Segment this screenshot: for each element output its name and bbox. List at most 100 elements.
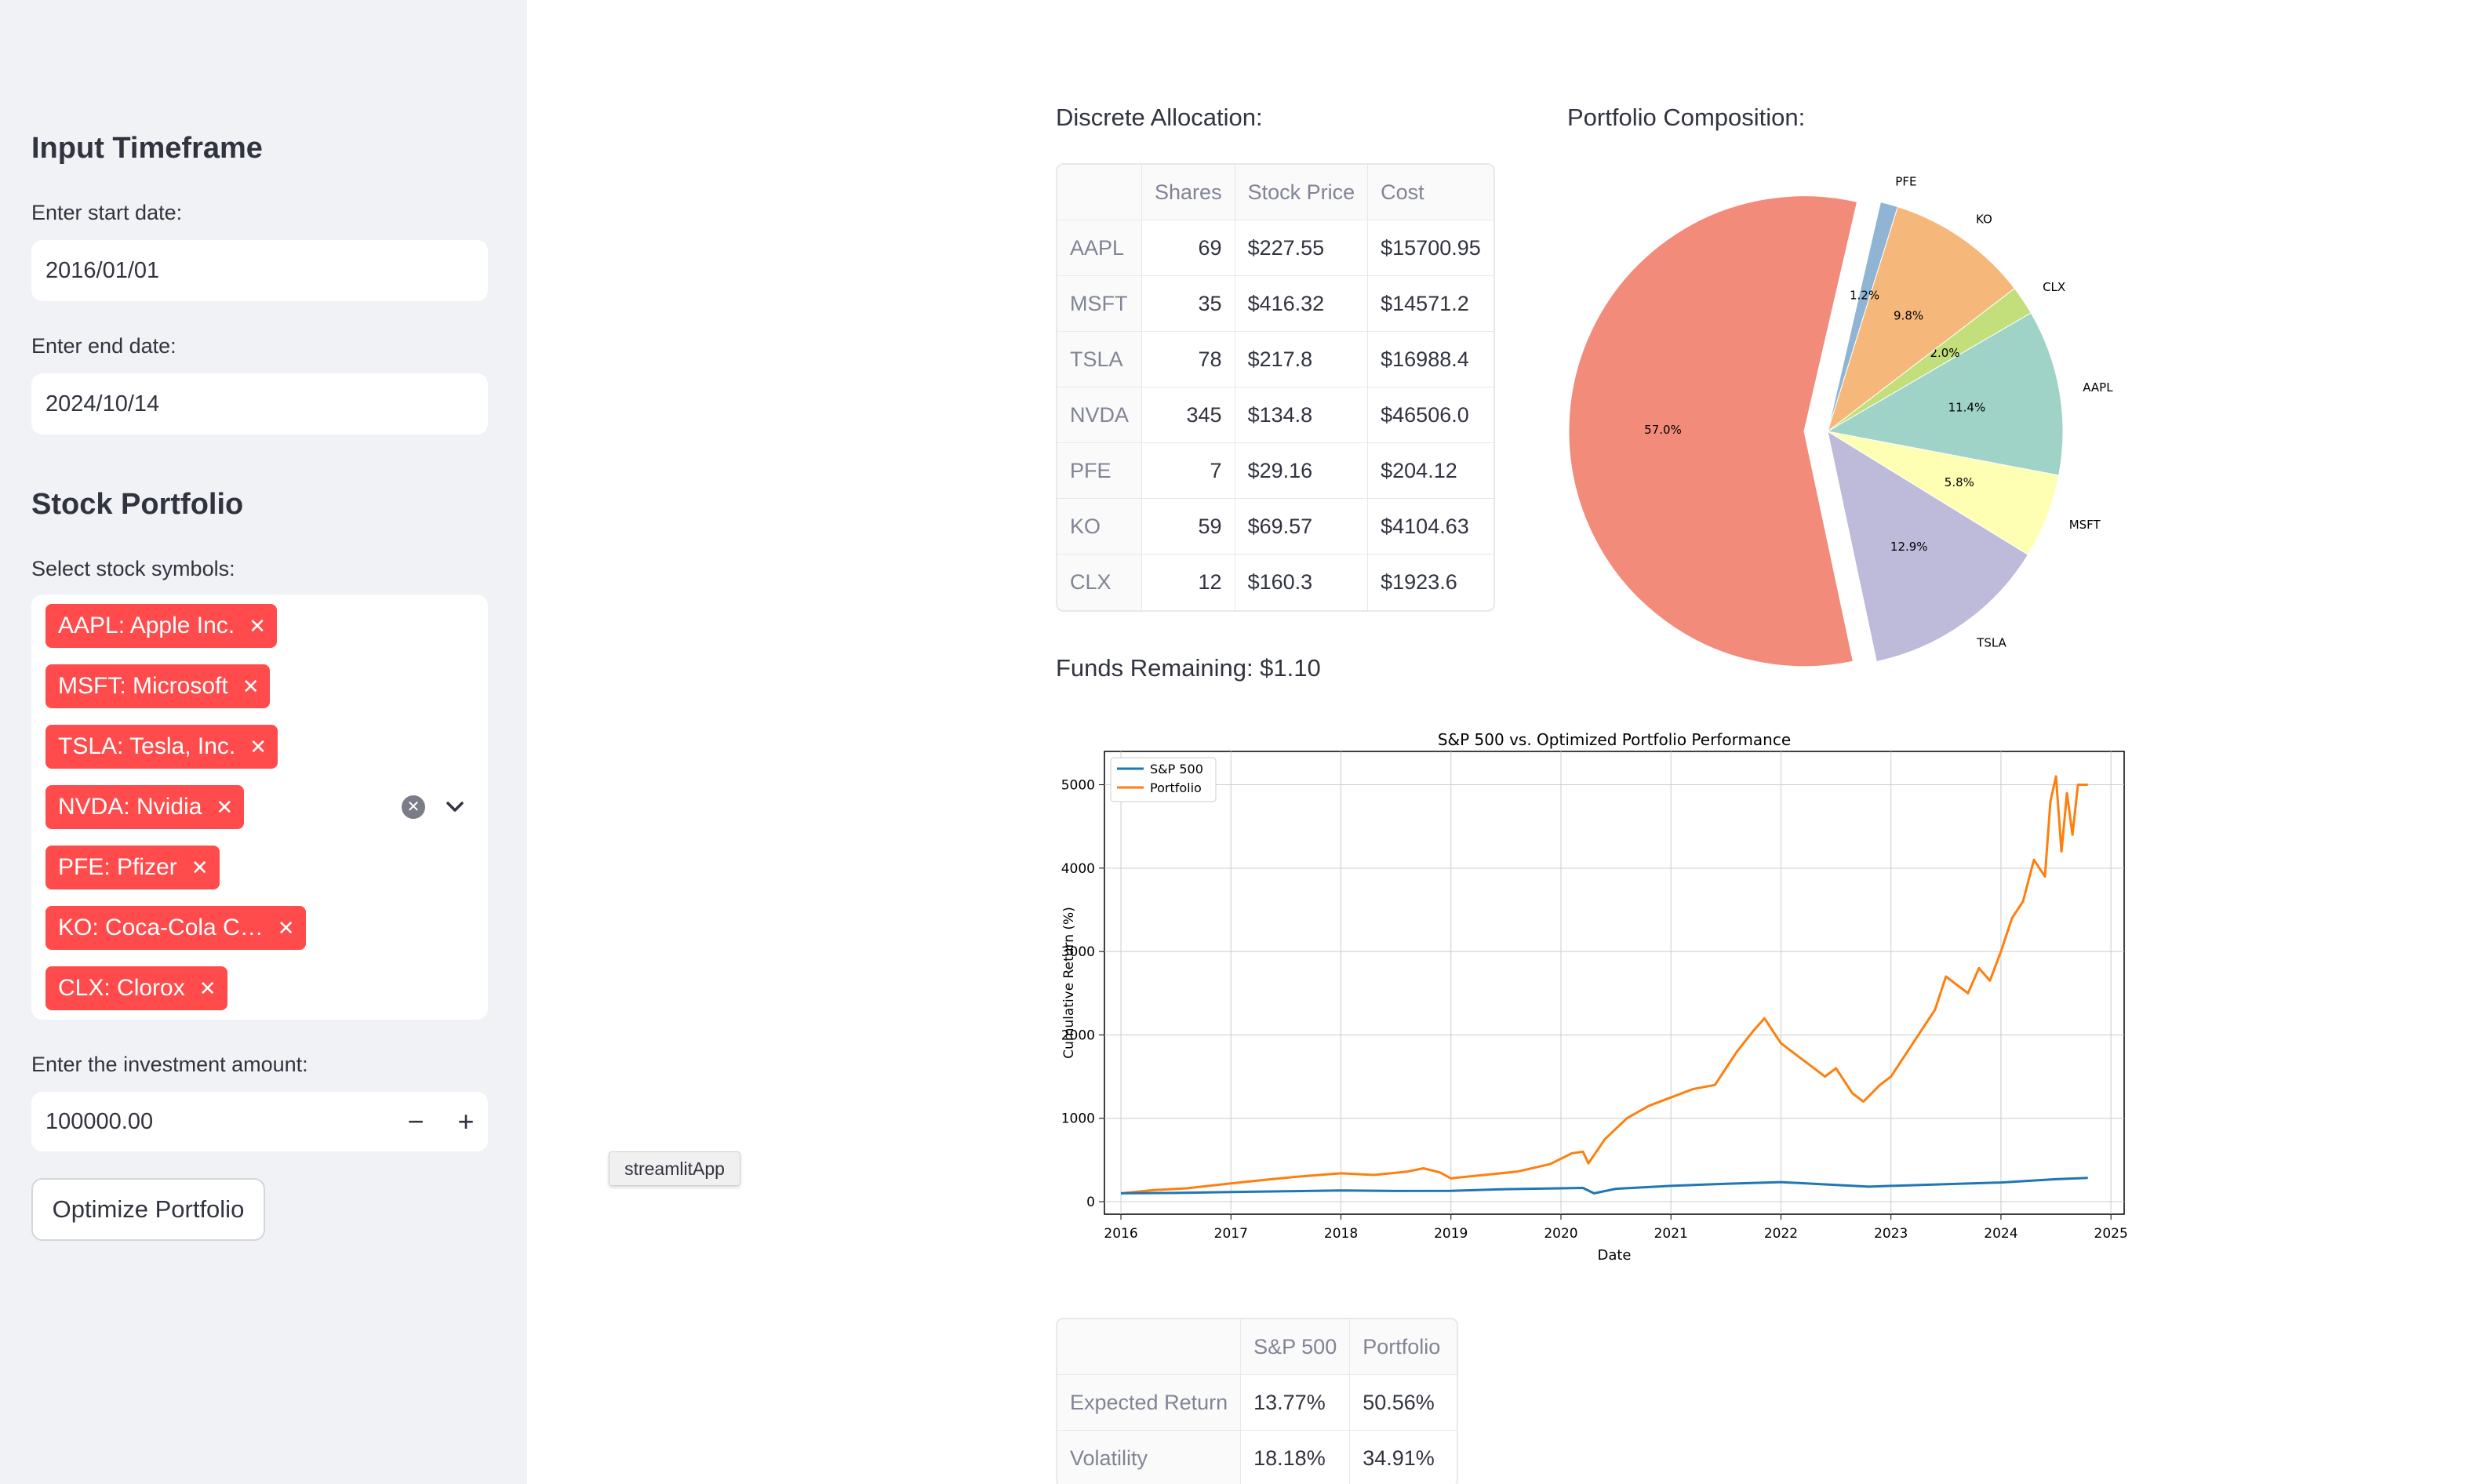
remove-tag-icon[interactable]: ✕	[249, 614, 266, 638]
chart-legend: S&P 500 Portfolio	[1110, 757, 1217, 802]
chevron-down-icon[interactable]	[442, 794, 468, 819]
table-row: TSLA 78 $217.8 $16988.4	[1057, 332, 1493, 387]
legend-label-s-p-500: S&P 500	[1150, 762, 1203, 777]
remove-tag-icon[interactable]: ✕	[191, 856, 209, 879]
tag-ko: KO: Coca-Cola C… ✕	[45, 906, 306, 950]
table-row: MSFT 35 $416.32 $14571.2	[1057, 276, 1493, 332]
end-date-label: Enter end date:	[31, 334, 176, 358]
tag-aapl: AAPL: Apple Inc. ✕	[45, 604, 277, 648]
x-tick-label: 2020	[1544, 1226, 1577, 1242]
x-tick-label: 2019	[1434, 1226, 1468, 1242]
pie-label-pfe: PFE	[1895, 174, 1916, 188]
increment-button[interactable]: +	[457, 1105, 475, 1137]
table-row: PFE 7 $29.16 $204.12	[1057, 443, 1493, 499]
tag-pfe: PFE: Pfizer ✕	[45, 846, 220, 889]
table-row: Volatility 18.18% 34.91%	[1057, 1431, 1457, 1484]
x-tick-label: 2022	[1764, 1226, 1798, 1242]
timeframe-heading: Input Timeframe	[31, 132, 263, 165]
table-row: Expected Return 13.77% 50.56%	[1057, 1375, 1457, 1431]
start-date-input[interactable]: 2016/01/01	[31, 240, 488, 301]
pie-pct-label-msft: 5.8%	[1945, 475, 1974, 489]
table-header-cell: Shares	[1142, 165, 1235, 220]
pie-pct-label-ko: 9.8%	[1894, 308, 1923, 322]
table-header-cell: Portfolio	[1350, 1319, 1457, 1375]
portfolio-heading: Stock Portfolio	[31, 488, 244, 521]
remove-tag-icon[interactable]: ✕	[216, 795, 234, 819]
chart-title: S&P 500 vs. Optimized Portfolio Performa…	[1438, 730, 1791, 749]
legend-label-portfolio: Portfolio	[1150, 780, 1202, 795]
pie-slice-nvda	[1568, 195, 1858, 667]
y-tick-label: 2000	[1061, 1028, 1095, 1043]
table-row: KO 59 $69.57 $4104.63	[1057, 499, 1493, 555]
allocation-table: Shares Stock Price Cost AAPL 69 $227.55 $15…	[1056, 163, 1495, 612]
tag-msft: MSFT: Microsoft ✕	[45, 664, 271, 708]
clear-all-icon[interactable]: ✕	[402, 795, 425, 819]
x-tick-label: 2024	[1984, 1226, 2017, 1242]
sidebar: Input Timeframe Enter start date: 2016/0…	[0, 0, 527, 1484]
pie-pct-label-aapl: 11.4%	[1948, 401, 1986, 415]
table-header-cell: Cost	[1368, 165, 1493, 220]
table-row: AAPL 69 $227.55 $15700.95	[1057, 220, 1493, 276]
table-row: CLX 12 $160.3 $1923.6	[1057, 555, 1493, 610]
pie-label-tsla: TSLA	[1976, 636, 2006, 650]
y-tick-label: 0	[1086, 1195, 1095, 1210]
y-axis-label: Cumulative Return (%)	[1061, 907, 1077, 1059]
amount-label: Enter the investment amount:	[31, 1053, 308, 1076]
table-header-row: Shares Stock Price Cost	[1057, 165, 1493, 220]
x-tick-label: 2023	[1874, 1226, 1908, 1242]
streamlit-app-badge: streamlitApp	[609, 1151, 740, 1186]
x-tick-label: 2025	[2094, 1226, 2128, 1242]
pie-pct-label-tsla: 12.9%	[1890, 540, 1928, 554]
pie-pct-label-nvda: 57.0%	[1644, 423, 1682, 437]
pie-slice-ko	[1827, 206, 2015, 433]
pie-label-msft: MSFT	[2069, 518, 2101, 532]
optimize-portfolio-button[interactable]: Optimize Portfolio	[31, 1178, 265, 1241]
y-tick-label: 4000	[1061, 861, 1095, 877]
series-line-s-p-500	[1120, 1177, 2088, 1195]
plot-area	[1104, 751, 2125, 1215]
x-tick-label: 2016	[1104, 1226, 1137, 1242]
series-line-portfolio	[1120, 775, 2088, 1195]
pie-slice-tsla	[1827, 430, 2029, 663]
start-date-label: Enter start date:	[31, 201, 183, 224]
table-header-row: S&P 500 Portfolio	[1057, 1319, 1457, 1375]
composition-title: Portfolio Composition:	[1567, 104, 1806, 131]
remove-tag-icon[interactable]: ✕	[249, 735, 267, 758]
table-header-cell	[1057, 1319, 1242, 1375]
remove-tag-icon[interactable]: ✕	[198, 977, 216, 1000]
investment-amount-value[interactable]: 100000.00	[45, 1109, 154, 1134]
y-tick-label: 1000	[1061, 1111, 1095, 1127]
end-date-input[interactable]: 2024/10/14	[31, 373, 488, 435]
pie-label-ko: KO	[1976, 212, 1992, 226]
table-header-cell: S&P 500	[1241, 1319, 1351, 1375]
pie-label-clx: CLX	[2043, 280, 2065, 294]
pie-slice-aapl	[1826, 312, 2064, 476]
x-axis-label: Date	[1597, 1247, 1631, 1264]
table-header-cell	[1057, 165, 1143, 220]
pie-slice-pfe	[1827, 202, 1898, 432]
metrics-table: S&P 500 Portfolio Expected Return 13.77% 5…	[1056, 1318, 1459, 1484]
x-tick-label: 2017	[1214, 1226, 1248, 1242]
x-tick-label: 2018	[1324, 1226, 1358, 1242]
x-tick-label: 2021	[1654, 1226, 1688, 1242]
pie-pct-label-pfe: 1.2%	[1850, 288, 1879, 302]
table-header-cell: Stock Price	[1235, 165, 1369, 220]
allocation-title: Discrete Allocation:	[1056, 104, 1263, 131]
pie-pct-label-clx: 2.0%	[1930, 346, 1959, 360]
y-tick-label: 3000	[1061, 944, 1095, 960]
portfolio-pie-chart: 57.0%NVDA12.9%TSLA5.8%MSFT11.4%AAPL2.0%C…	[1568, 174, 2113, 667]
investment-amount-input[interactable]: 100000.00 − +	[31, 1092, 488, 1151]
performance-line-chart: S&P 500 vs. Optimized Portfolio Performa…	[1061, 730, 2128, 1264]
tag-tsla: TSLA: Tesla, Inc. ✕	[45, 725, 278, 769]
y-tick-label: 5000	[1061, 778, 1095, 794]
funds-remaining: Funds Remaining: $1.10	[1056, 654, 1321, 682]
remove-tag-icon[interactable]: ✕	[277, 916, 295, 940]
stock-symbols-multiselect[interactable]: AAPL: Apple Inc. ✕ MSFT: Microsoft ✕ TSLA:…	[31, 595, 488, 1020]
symbols-label: Select stock symbols:	[31, 557, 235, 580]
decrement-button[interactable]: −	[407, 1105, 424, 1137]
tag-clx: CLX: Clorox ✕	[45, 966, 227, 1010]
remove-tag-icon[interactable]: ✕	[242, 675, 260, 698]
tag-nvda: NVDA: Nvidia ✕	[45, 785, 245, 829]
table-row: NVDA 345 $134.8 $46506.0	[1057, 387, 1493, 443]
pie-label-aapl: AAPL	[2083, 380, 2113, 395]
